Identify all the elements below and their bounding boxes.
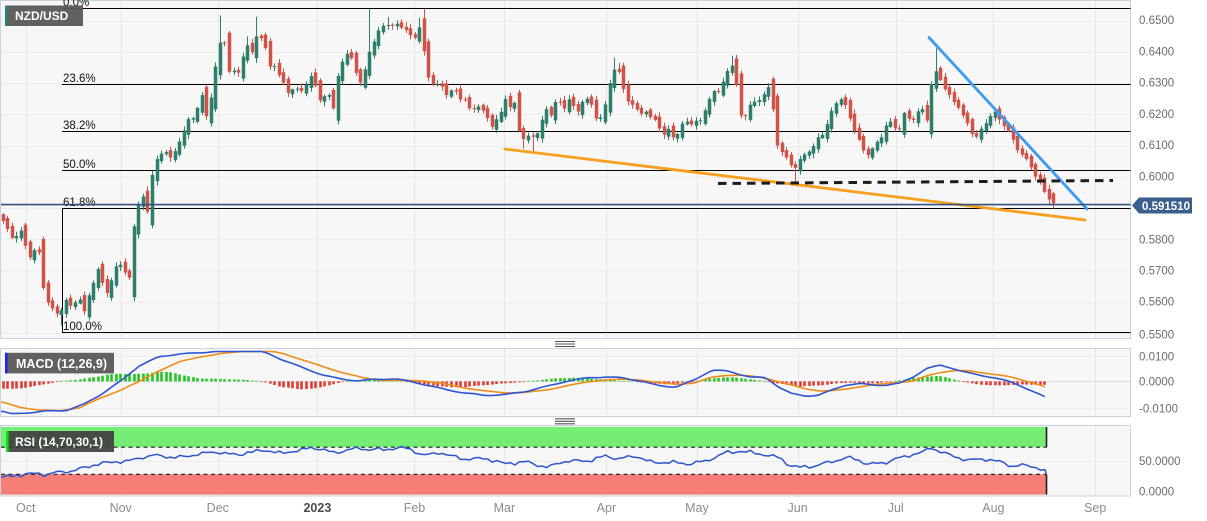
svg-text:May: May bbox=[685, 501, 709, 515]
svg-text:0.5800: 0.5800 bbox=[1139, 235, 1174, 247]
svg-text:Mar: Mar bbox=[494, 501, 516, 515]
svg-text:RSI (14,70,30,1): RSI (14,70,30,1) bbox=[15, 435, 103, 449]
svg-text:0.6000: 0.6000 bbox=[1139, 171, 1174, 183]
svg-text:0.0%: 0.0% bbox=[63, 0, 89, 9]
svg-text:Sep: Sep bbox=[1084, 501, 1106, 515]
svg-text:0.591510: 0.591510 bbox=[1142, 201, 1190, 213]
svg-text:MACD (12,26,9): MACD (12,26,9) bbox=[16, 357, 107, 371]
svg-text:Jul: Jul bbox=[888, 501, 904, 515]
svg-text:0.6500: 0.6500 bbox=[1139, 15, 1174, 27]
svg-text:0.5700: 0.5700 bbox=[1139, 266, 1174, 278]
svg-text:Apr: Apr bbox=[597, 501, 616, 515]
svg-text:-0.0100: -0.0100 bbox=[1139, 403, 1178, 415]
svg-text:61.8%: 61.8% bbox=[63, 197, 96, 209]
svg-text:NZD/USD: NZD/USD bbox=[15, 9, 69, 23]
svg-text:50.0000: 50.0000 bbox=[1139, 456, 1181, 468]
svg-text:0.6100: 0.6100 bbox=[1139, 140, 1174, 152]
svg-text:Dec: Dec bbox=[207, 501, 229, 515]
svg-text:23.6%: 23.6% bbox=[63, 73, 96, 85]
svg-text:50.0%: 50.0% bbox=[63, 159, 96, 171]
svg-text:Jun: Jun bbox=[788, 501, 808, 515]
svg-text:0.0100: 0.0100 bbox=[1139, 352, 1174, 364]
svg-text:0.5500: 0.5500 bbox=[1139, 330, 1174, 342]
svg-text:0.6400: 0.6400 bbox=[1139, 46, 1174, 58]
svg-text:0.5600: 0.5600 bbox=[1139, 297, 1174, 309]
svg-text:0.0000: 0.0000 bbox=[1139, 487, 1174, 499]
svg-text:0.0000: 0.0000 bbox=[1139, 377, 1174, 389]
svg-text:100.0%: 100.0% bbox=[63, 321, 102, 333]
svg-text:2023: 2023 bbox=[303, 501, 331, 515]
svg-text:Feb: Feb bbox=[404, 501, 426, 515]
svg-text:0.6200: 0.6200 bbox=[1139, 109, 1174, 121]
svg-text:Oct: Oct bbox=[16, 501, 36, 515]
svg-text:Aug: Aug bbox=[982, 501, 1004, 515]
svg-text:0.6300: 0.6300 bbox=[1139, 78, 1174, 90]
svg-text:Nov: Nov bbox=[110, 501, 133, 515]
svg-text:38.2%: 38.2% bbox=[63, 120, 96, 132]
